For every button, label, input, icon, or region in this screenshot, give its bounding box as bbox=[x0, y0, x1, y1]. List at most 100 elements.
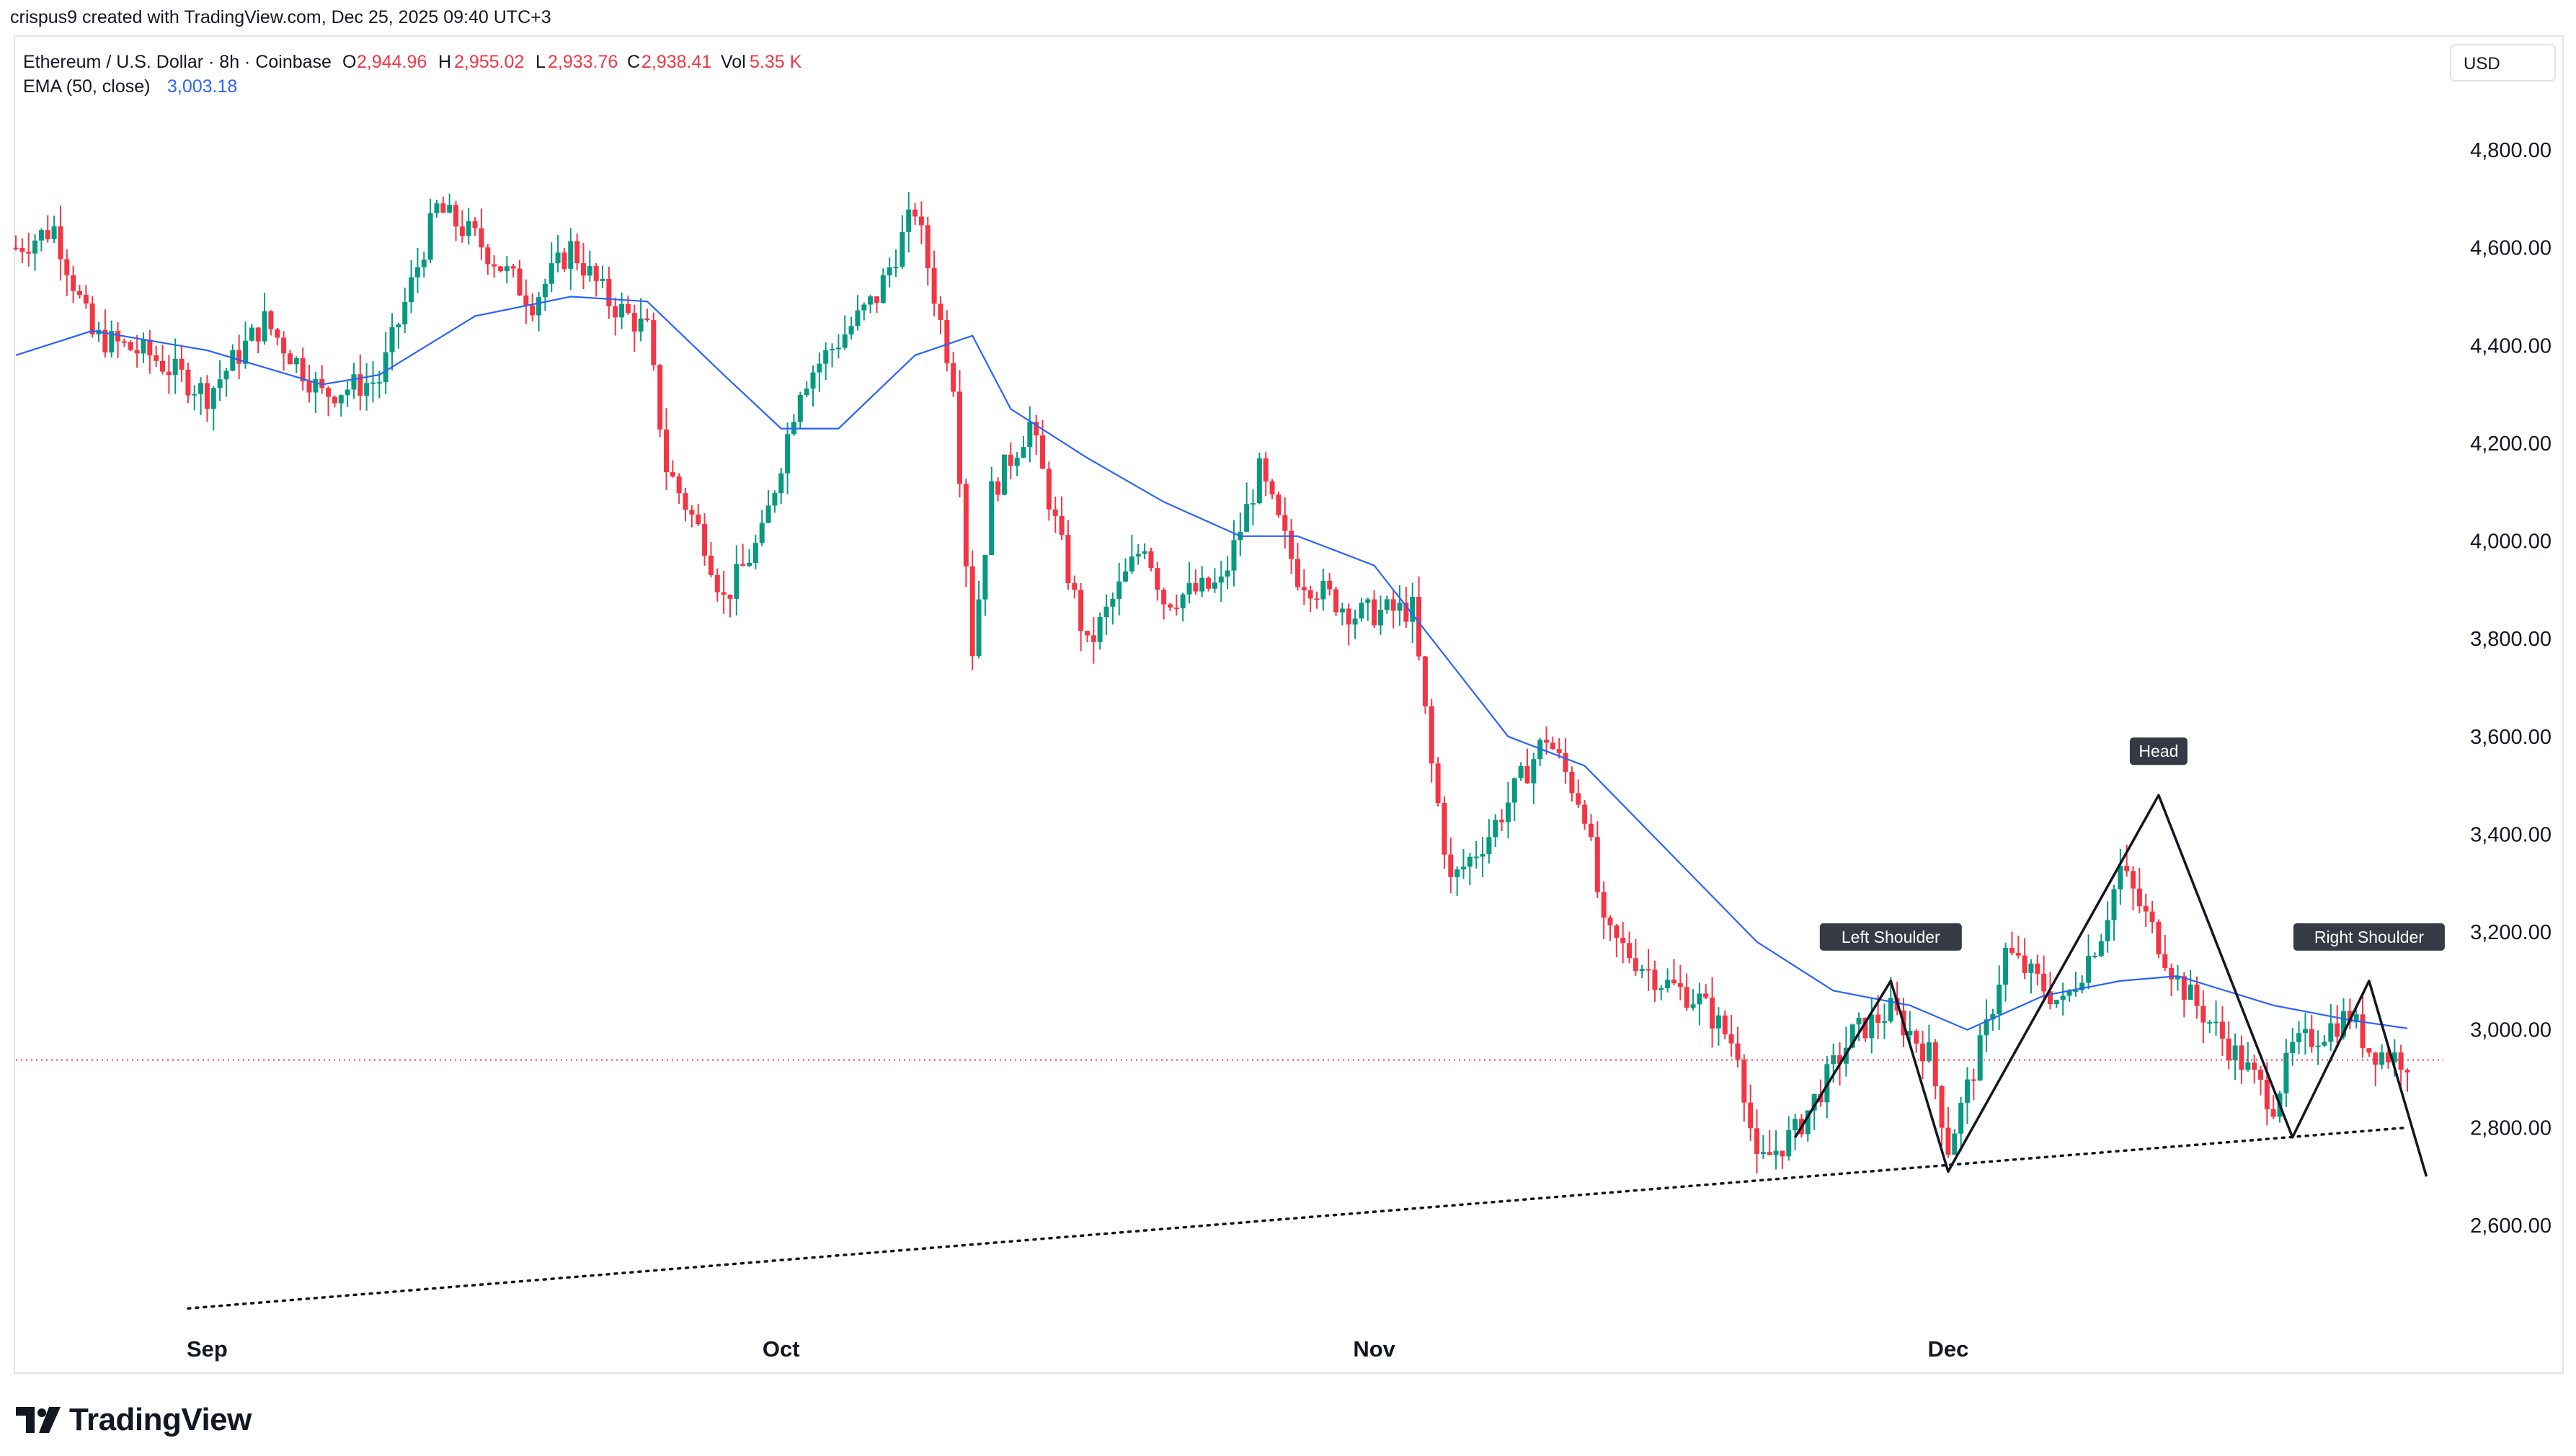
candle-body bbox=[1563, 753, 1568, 772]
candle-body bbox=[1435, 763, 1441, 803]
candle-body bbox=[861, 304, 867, 311]
candle-body bbox=[2353, 1014, 2359, 1023]
candle-body bbox=[2048, 991, 2053, 1005]
pattern-label-head-box bbox=[2129, 737, 2188, 765]
candle-body bbox=[842, 334, 848, 348]
candle-body bbox=[1416, 596, 1422, 657]
candle-body bbox=[995, 481, 1001, 495]
candle-body bbox=[778, 473, 784, 494]
y-tick-label: 2,600.00 bbox=[2470, 1215, 2551, 1238]
candle-body bbox=[1888, 998, 1893, 1021]
candle-body bbox=[683, 493, 688, 510]
pattern-label-head: Head bbox=[2138, 742, 2178, 760]
candle-body bbox=[1008, 454, 1013, 466]
candle-body bbox=[345, 389, 350, 396]
candle-body bbox=[1307, 590, 1313, 599]
candle-body bbox=[1429, 706, 1434, 764]
candle-body bbox=[204, 383, 210, 409]
candle-body bbox=[644, 318, 650, 321]
candle-body bbox=[593, 266, 599, 281]
candle-body bbox=[1294, 559, 1300, 587]
candle-body bbox=[1569, 771, 1575, 794]
candle-body bbox=[1754, 1128, 1760, 1154]
candle-body bbox=[179, 358, 185, 370]
support-dotted-line bbox=[187, 1126, 2409, 1310]
pattern-label-left-shoulder-box bbox=[1819, 923, 1962, 951]
candle-body bbox=[1945, 1127, 1951, 1155]
candle-body bbox=[453, 205, 459, 227]
candle-body bbox=[2379, 1052, 2385, 1065]
legend-close-label: C bbox=[627, 52, 640, 72]
candle-body bbox=[147, 339, 153, 356]
candle-body bbox=[134, 350, 140, 354]
time-axis[interactable]: Sep Oct Nov Dec bbox=[187, 1336, 1968, 1362]
candle-body bbox=[2335, 1023, 2340, 1037]
candle-body bbox=[2111, 889, 2117, 920]
tradingview-logo-icon bbox=[16, 1407, 61, 1433]
candle-body bbox=[45, 230, 50, 239]
tradingview-logo[interactable]: TradingView bbox=[16, 1402, 252, 1438]
candle-body bbox=[1914, 1031, 1919, 1044]
candlesticks bbox=[13, 192, 2410, 1174]
candle-body bbox=[1849, 1024, 1855, 1048]
candle-body bbox=[1856, 1018, 1862, 1025]
x-tick-label: Sep bbox=[187, 1336, 228, 1362]
candle-body bbox=[64, 259, 70, 275]
candle-body bbox=[504, 266, 510, 272]
candle-body bbox=[957, 391, 963, 484]
candle-body bbox=[2118, 866, 2123, 889]
candle-body bbox=[1741, 1060, 1747, 1103]
candle-body bbox=[326, 388, 332, 397]
candle-body bbox=[1652, 969, 1658, 990]
candle-body bbox=[2079, 982, 2085, 990]
candle-body bbox=[1148, 551, 1154, 569]
candle-body bbox=[1614, 925, 1620, 938]
candle-body bbox=[918, 216, 924, 226]
candle-body bbox=[2404, 1070, 2410, 1073]
candle-body bbox=[447, 205, 453, 213]
candle-body bbox=[1493, 820, 1498, 838]
candle-body bbox=[2073, 990, 2079, 992]
candle-body bbox=[823, 350, 829, 364]
candle-body bbox=[568, 241, 574, 269]
candle-body bbox=[2041, 973, 2047, 992]
candle-body bbox=[772, 493, 778, 506]
candle-body bbox=[1263, 458, 1269, 481]
candle-body bbox=[38, 230, 44, 241]
candle-body bbox=[389, 327, 395, 352]
candle-body bbox=[357, 374, 363, 396]
candle-body bbox=[376, 382, 382, 384]
candle-body bbox=[1333, 589, 1339, 613]
candle-body bbox=[2213, 1021, 2219, 1024]
candle-body bbox=[2003, 947, 2009, 985]
candle-body bbox=[657, 365, 663, 430]
legend-open-label: O bbox=[342, 52, 356, 72]
candle-body bbox=[1473, 856, 1479, 858]
currency-button[interactable] bbox=[2450, 44, 2556, 81]
candle-body bbox=[1990, 1014, 1996, 1020]
candle-body bbox=[1372, 599, 1377, 626]
candle-body bbox=[835, 347, 841, 350]
candle-body bbox=[1697, 993, 1702, 1005]
candle-body bbox=[1173, 607, 1179, 609]
candle-body bbox=[1588, 823, 1594, 838]
candle-body bbox=[1607, 918, 1613, 925]
candle-body bbox=[523, 295, 529, 306]
candle-body bbox=[2053, 1000, 2059, 1005]
candle-body bbox=[1110, 598, 1116, 607]
legend-open-value: 2,944.96 bbox=[357, 52, 427, 72]
legend-symbol: Ethereum / U.S. Dollar · 8h · Coinbase bbox=[23, 52, 332, 72]
candle-body bbox=[58, 226, 63, 259]
candle-body bbox=[13, 247, 19, 249]
candle-body bbox=[2124, 866, 2130, 871]
candle-body bbox=[817, 363, 822, 373]
candle-body bbox=[1875, 1014, 1881, 1024]
price-axis[interactable]: 2,600.00 2,800.00 3,000.00 3,200.00 3,400.00… bbox=[2470, 139, 2551, 1238]
candle-body bbox=[536, 297, 542, 316]
candle-body bbox=[2366, 1048, 2372, 1053]
tradingview-wordmark: TradingView bbox=[69, 1402, 252, 1437]
candle-body bbox=[287, 353, 293, 365]
candle-body bbox=[734, 564, 740, 599]
candle-body bbox=[1244, 504, 1250, 532]
